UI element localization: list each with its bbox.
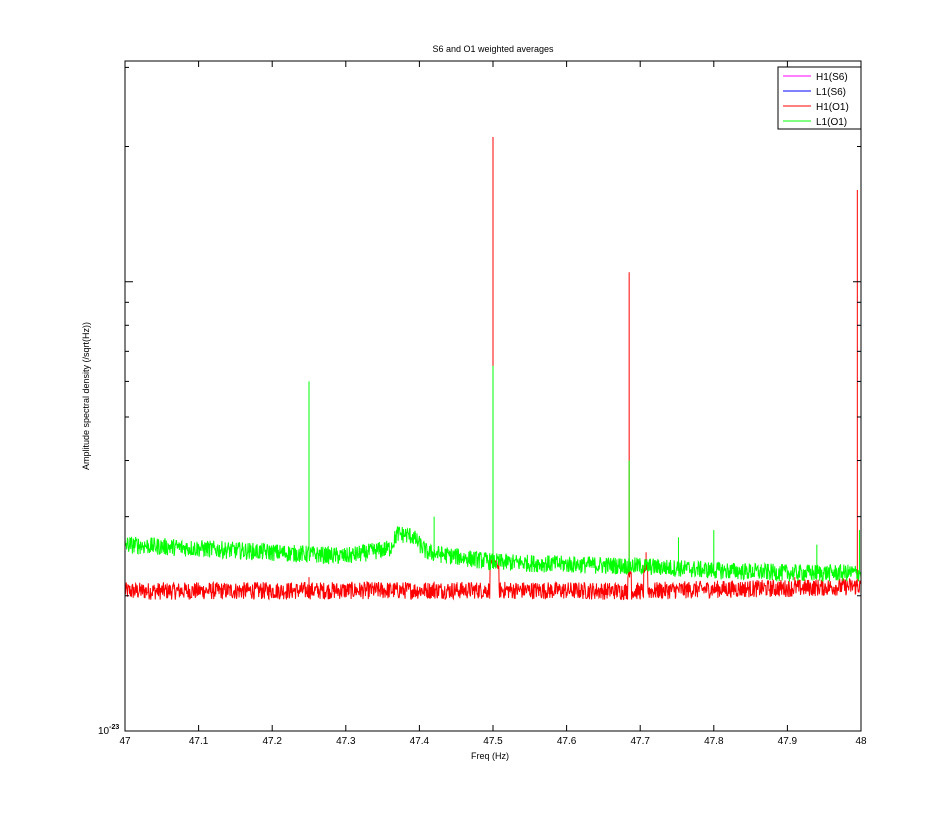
legend-box bbox=[777, 66, 862, 130]
legend-entry-label: H1(S6) bbox=[816, 72, 848, 83]
x-tick-label: 47.5 bbox=[483, 736, 503, 747]
x-tick-label: 47.8 bbox=[704, 736, 724, 747]
x-tick-label: 47.9 bbox=[778, 736, 798, 747]
x-ticks: 47 47.1 47.2 47.3 47.4 47.5 47.6 47.7 47.8 47.9 48 bbox=[119, 61, 867, 747]
legend-entry-label: L1(O1) bbox=[816, 117, 847, 128]
x-tick-label: 47.6 bbox=[557, 736, 577, 747]
y-tick-label-exponent: -23 bbox=[109, 724, 119, 731]
x-tick-label: 47.3 bbox=[336, 736, 356, 747]
y-tick-label-min: 10-23 bbox=[98, 724, 119, 737]
legend: H1(S6) L1(S6) H1(O1) L1(O1) bbox=[777, 66, 862, 130]
y-axis-title: Amplitude spectral density (/sqrt(Hz)) bbox=[81, 322, 91, 470]
series-line-l1-o1- bbox=[124, 365, 862, 582]
legend-entry-label: L1(S6) bbox=[816, 87, 846, 98]
chart-title: S6 and O1 weighted averages bbox=[432, 44, 554, 54]
legend-entry-label: H1(O1) bbox=[816, 102, 849, 113]
x-tick-label: 47.4 bbox=[410, 736, 430, 747]
y-tick-label-base: 10 bbox=[98, 726, 110, 737]
x-tick-label: 47 bbox=[119, 736, 131, 747]
y-ticks bbox=[125, 66, 861, 732]
x-tick-label: 47.2 bbox=[262, 736, 282, 747]
x-tick-label: 47.1 bbox=[189, 736, 209, 747]
x-tick-label: 47.7 bbox=[630, 736, 650, 747]
x-tick-label: 48 bbox=[855, 736, 867, 747]
x-axis-title: Freq (Hz) bbox=[471, 751, 509, 761]
series-layer bbox=[124, 136, 862, 601]
